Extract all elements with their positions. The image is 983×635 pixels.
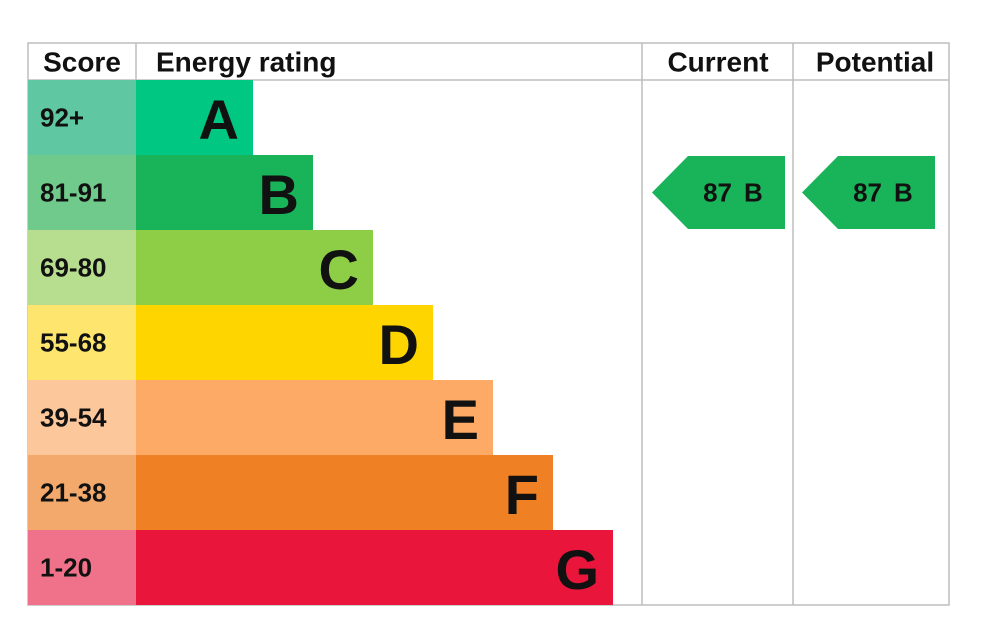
score-cell <box>28 155 136 230</box>
rating-letter: F <box>505 463 539 526</box>
score-cell <box>28 530 136 605</box>
rating-letter: D <box>379 313 419 376</box>
header-rating: Energy rating <box>156 47 336 78</box>
score-label: 55-68 <box>40 328 107 358</box>
potential-arrow <box>802 156 935 229</box>
score-cell <box>28 230 136 305</box>
score-cell <box>28 455 136 530</box>
score-cell <box>28 380 136 455</box>
potential-letter: B <box>894 178 913 208</box>
header-potential: Potential <box>816 47 934 78</box>
rating-bar <box>136 380 493 455</box>
rating-bar <box>136 455 553 530</box>
rating-letter: G <box>555 538 599 601</box>
score-label: 92+ <box>40 103 84 133</box>
score-label: 21-38 <box>40 478 107 508</box>
rating-letter: A <box>199 88 239 151</box>
rating-bar <box>136 155 313 230</box>
current-value: 87 <box>703 178 732 208</box>
score-label: 81-91 <box>40 178 107 208</box>
rating-letter: B <box>259 163 299 226</box>
score-label: 1-20 <box>40 553 92 583</box>
score-cell <box>28 80 136 155</box>
rating-letter: E <box>442 388 479 451</box>
rating-bar <box>136 230 373 305</box>
header-score: Score <box>43 47 121 78</box>
rating-bar <box>136 80 253 155</box>
rating-bar <box>136 530 613 605</box>
rating-letter: C <box>319 238 359 301</box>
potential-value: 87 <box>853 178 882 208</box>
score-cell <box>28 305 136 380</box>
current-letter: B <box>744 178 763 208</box>
current-arrow <box>652 156 785 229</box>
header-current: Current <box>667 47 768 78</box>
score-label: 69-80 <box>40 253 107 283</box>
rating-bar <box>136 305 433 380</box>
score-label: 39-54 <box>40 403 107 433</box>
